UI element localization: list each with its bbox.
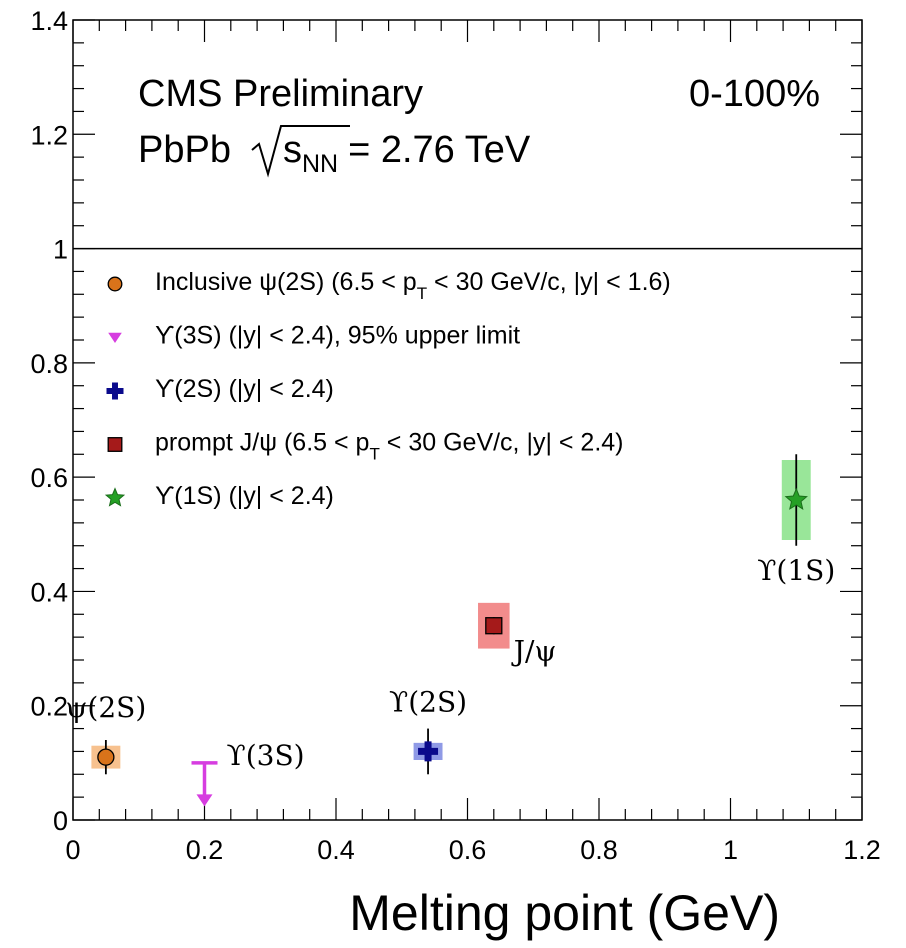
centrality-label: 0-100% (689, 73, 820, 115)
y-tick-label: 1.4 (30, 6, 68, 36)
energy-label: sNN = 2.76 TeV (283, 129, 531, 178)
data-point: ψ(2S) (65, 691, 146, 775)
y-tick-label: 0.6 (30, 463, 68, 493)
experiment-label: CMS Preliminary (138, 73, 423, 115)
point-marker (104, 487, 126, 507)
y-tick-label: 1.2 (30, 120, 68, 150)
sqrt-icon (251, 125, 350, 178)
y-tick-label: 1 (53, 235, 68, 265)
x-tick-label: 0.4 (317, 835, 355, 865)
legend-entry: ϒ(3S) (|y| < 2.4), 95% upper limit (108, 322, 520, 350)
point-label: ϒ(3S) (227, 739, 305, 772)
legend-text: ϒ(3S) (|y| < 2.4), 95% upper limit (155, 322, 520, 350)
data-point: ϒ(1S) (757, 454, 835, 587)
point-marker (97, 748, 115, 766)
point-marker (485, 617, 503, 635)
data-point: ϒ(3S) (191, 739, 305, 807)
point-marker (108, 332, 122, 343)
x-tick-label: 1 (723, 835, 738, 865)
legend-text: ϒ(1S) (|y| < 2.4) (155, 482, 334, 510)
data-point: ϒ(2S) (389, 685, 467, 775)
point-label: J/ψ (511, 635, 557, 668)
point-marker (106, 382, 124, 400)
y-tick-label: 0.8 (30, 349, 68, 379)
legend-text: Inclusive ψ(2S) (6.5 < pT < 30 GeV/c, |y… (155, 268, 671, 303)
x-tick-label: 0.8 (580, 835, 618, 865)
data-point: J/ψ (485, 617, 557, 668)
legend-entry: prompt J/ψ (6.5 < pT < 30 GeV/c, |y| < 2… (107, 429, 624, 464)
point-marker (107, 437, 123, 452)
point-label: ϒ(1S) (757, 554, 835, 587)
point-marker (784, 487, 808, 510)
legend-entry: ϒ(2S) (|y| < 2.4) (106, 375, 334, 403)
x-tick-label: 1.2 (843, 835, 881, 865)
point-label: ϒ(2S) (389, 685, 467, 718)
system-label: PbPb (138, 129, 231, 171)
legend-text: ϒ(2S) (|y| < 2.4) (155, 375, 334, 403)
x-tick-label: 0.2 (186, 835, 224, 865)
legend-text: prompt J/ψ (6.5 < pT < 30 GeV/c, |y| < 2… (155, 429, 624, 464)
point-marker (418, 741, 439, 762)
point-marker (196, 794, 213, 807)
x-axis-label: Melting point (GeV) (349, 885, 780, 941)
y-tick-label: 0.2 (30, 692, 68, 722)
x-tick-label: 0.6 (449, 835, 487, 865)
legend-entry: ϒ(1S) (|y| < 2.4) (104, 482, 334, 510)
point-marker (107, 276, 123, 292)
y-tick-label: 0 (53, 806, 68, 836)
x-tick-label: 0 (65, 835, 80, 865)
y-tick-label: 0.4 (30, 577, 68, 607)
point-label: ψ(2S) (65, 691, 146, 724)
legend-entry: Inclusive ψ(2S) (6.5 < pT < 30 GeV/c, |y… (107, 268, 671, 303)
